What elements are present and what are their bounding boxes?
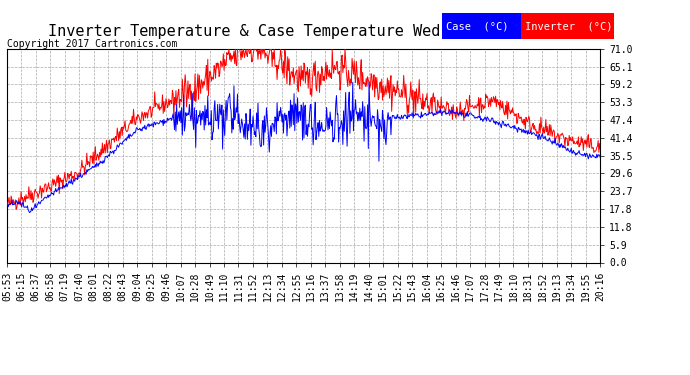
Text: Inverter Temperature & Case Temperature Wed May 24 20:21: Inverter Temperature & Case Temperature … [48,24,559,39]
Text: Case  (°C): Case (°C) [446,21,509,31]
Text: Inverter  (°C): Inverter (°C) [525,21,613,31]
Text: Copyright 2017 Cartronics.com: Copyright 2017 Cartronics.com [7,39,177,50]
